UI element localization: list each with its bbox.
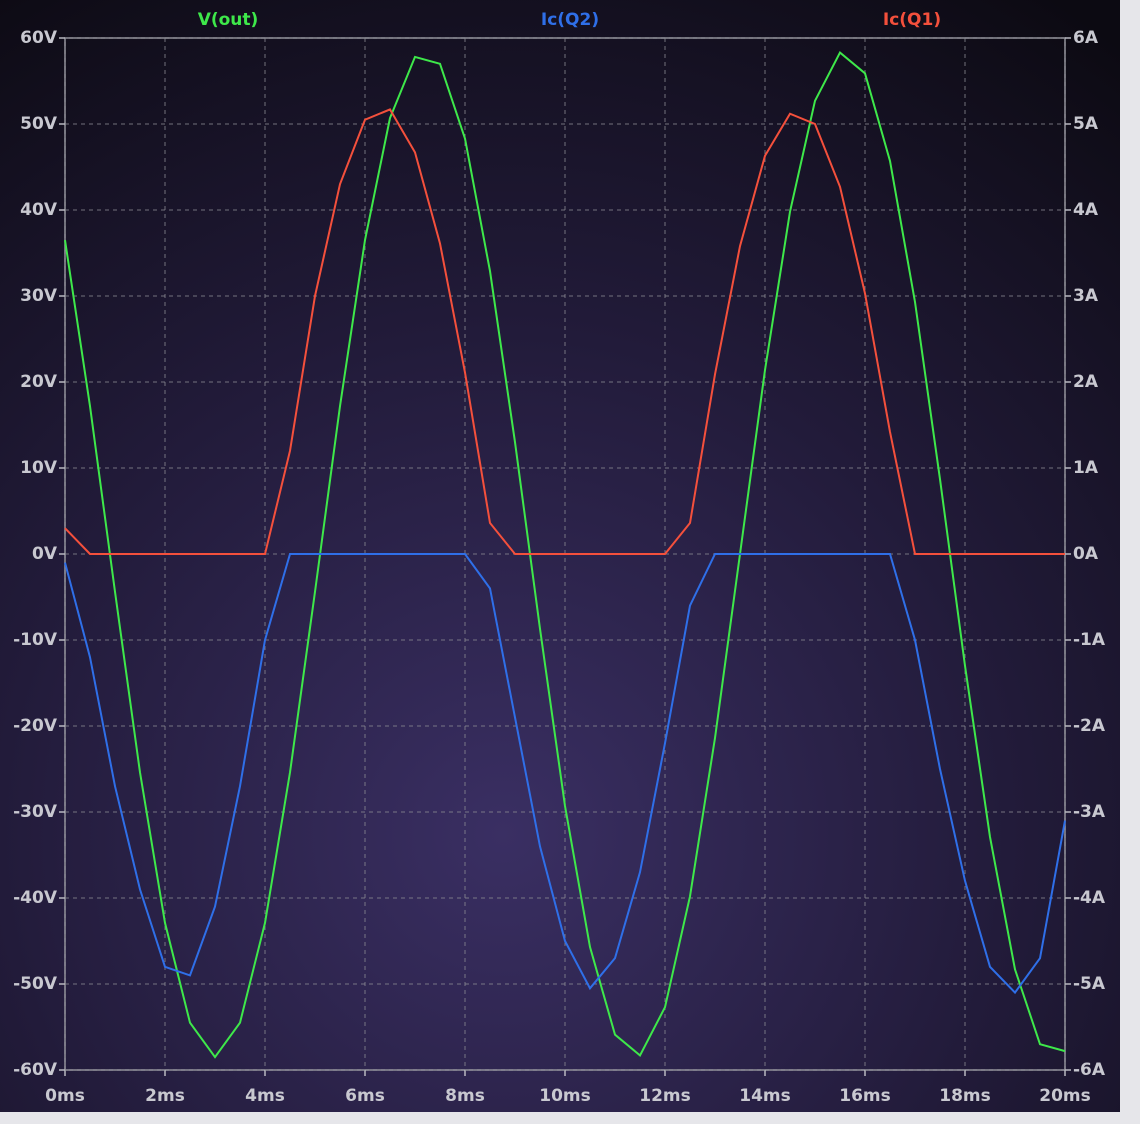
y2-tick-label: 4A <box>1073 200 1099 220</box>
y-tick-label: 20V <box>20 372 58 392</box>
series-line <box>64 108 1065 555</box>
legend-entry: Ic(Q1) <box>883 10 941 30</box>
x-tick-label: 2ms <box>145 1086 185 1106</box>
y2-tick-label: -5A <box>1073 974 1106 994</box>
series-line <box>64 51 1066 1059</box>
y-tick-label: 40V <box>20 200 58 220</box>
legend-entry: V(out) <box>198 10 259 30</box>
x-tick-label: 20ms <box>1039 1086 1091 1106</box>
y2-tick-label: -2A <box>1073 716 1106 736</box>
y-tick-label: 10V <box>20 458 58 478</box>
y-tick-label: 50V <box>20 114 58 134</box>
y-tick-label: -40V <box>13 888 58 908</box>
y2-tick-label: -6A <box>1073 1060 1106 1080</box>
y-tick-label: 0V <box>32 544 58 564</box>
y2-tick-label: 3A <box>1073 286 1099 306</box>
y2-tick-label: 5A <box>1073 114 1099 134</box>
x-tick-label: 10ms <box>539 1086 591 1106</box>
y-tick-label: -30V <box>13 802 58 822</box>
y2-tick-label: 0A <box>1073 544 1099 564</box>
y2-tick-label: -3A <box>1073 802 1106 822</box>
x-tick-label: 0ms <box>45 1086 85 1106</box>
legend-entry: Ic(Q2) <box>541 10 599 30</box>
y-tick-label: -10V <box>13 630 58 650</box>
y-tick-label: -50V <box>13 974 58 994</box>
x-tick-label: 6ms <box>345 1086 385 1106</box>
x-tick-label: 16ms <box>839 1086 891 1106</box>
y-tick-label: -20V <box>13 716 58 736</box>
x-tick-label: 14ms <box>739 1086 791 1106</box>
y-tick-label: 60V <box>20 28 58 48</box>
y-tick-label: 30V <box>20 286 58 306</box>
y-tick-label: -60V <box>13 1060 58 1080</box>
y2-tick-label: -4A <box>1073 888 1106 908</box>
y2-tick-label: 1A <box>1073 458 1099 478</box>
x-tick-label: 12ms <box>639 1086 691 1106</box>
screen-background <box>0 0 1120 1112</box>
y2-tick-label: -1A <box>1073 630 1106 650</box>
x-tick-label: 8ms <box>445 1086 485 1106</box>
x-tick-label: 4ms <box>245 1086 285 1106</box>
series-line <box>64 553 1066 995</box>
x-tick-label: 18ms <box>939 1086 991 1106</box>
y2-tick-label: 2A <box>1073 372 1099 392</box>
y2-tick-label: 6A <box>1073 28 1099 48</box>
